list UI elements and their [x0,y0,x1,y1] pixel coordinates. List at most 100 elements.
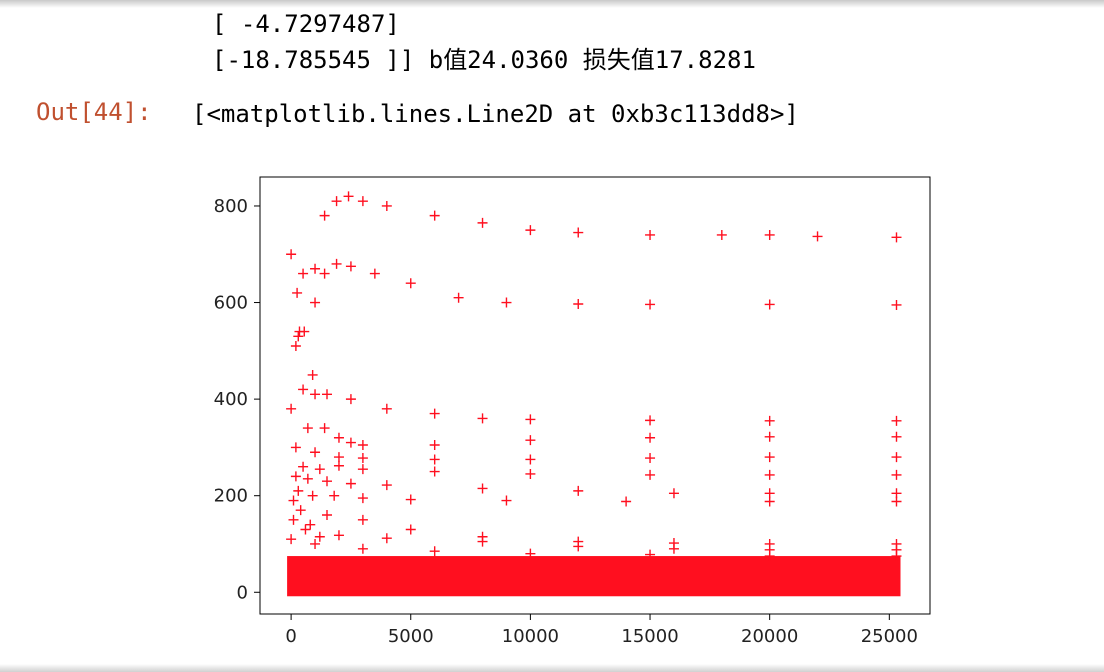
x-tick-label-2: 10000 [502,626,559,647]
marker-s0-p10 [573,227,584,238]
marker-s0-p13 [764,229,775,240]
marker-s9-p1 [295,505,306,516]
marker-s6-p6 [645,469,656,480]
marker-s6-p7 [764,469,775,480]
marker-s11-p5 [645,549,656,560]
marker-s2-p0 [290,341,301,352]
marker-s1-p4 [345,261,356,272]
marker-s0-p11 [645,229,656,240]
marker-s1-p11 [764,299,775,310]
marker-s9-p5 [405,524,416,535]
marker-s9-p2 [305,519,316,530]
marker-s8-p2 [329,490,340,501]
marker-s5-p4 [429,454,440,465]
y-tick-label-1: 200 [214,486,248,507]
marker-s6-p0 [298,461,309,472]
marker-s4-p8 [764,431,775,442]
marker-s4-p4 [357,439,368,450]
marker-s11-p0 [286,534,297,545]
marker-s0-p7 [429,210,440,221]
y-tick-label-3: 600 [214,293,248,314]
marker-s5-p7 [764,452,775,463]
marker-s10-p2 [314,531,325,542]
marker-s0-p12 [716,229,727,240]
marker-s0-p2 [319,210,330,221]
marker-s11-p3 [429,546,440,557]
x-tick-label-3: 15000 [621,626,678,647]
marker-s0-p1 [292,287,303,298]
marker-s4-p0 [302,423,313,434]
marker-s11-p4 [525,548,536,559]
output-prompt: Out[44]: [36,98,152,126]
x-tick-label-4: 20000 [741,626,798,647]
marker-s0-p5 [357,196,368,207]
marker-s10-p5 [477,536,488,547]
marker-s11-p7 [891,551,902,562]
marker-s5-p2 [333,452,344,463]
marker-s2-p3 [310,297,321,308]
marker-s3-p9 [525,414,536,425]
marker-s10-p0 [288,514,299,525]
marker-s10-p4 [381,533,392,544]
marker-s4-p2 [333,432,344,443]
marker-s8-p0 [293,485,304,496]
marker-s1-p1 [310,263,321,274]
marker-s10-p3 [333,530,344,541]
marker-s0-p9 [525,225,536,236]
marker-s7-p3 [345,478,356,489]
marker-s0-p14 [812,231,823,242]
y-tick-label-0: 0 [237,582,248,603]
marker-s5-p0 [290,442,301,453]
cell-stdout: [ -4.7297487] [-18.785545 ]] b值24.0360 损… [212,6,756,78]
marker-s0-p8 [477,217,488,228]
marker-s10-p6 [573,541,584,552]
marker-s2-p4 [293,331,304,342]
x-tick-label-0: 0 [285,626,296,647]
scatter-chart: 0 5000 10000 15000 20000 25000 0 200 400 600 800 [214,176,931,647]
marker-s7-p7 [668,488,679,499]
marker-s1-p10 [645,299,656,310]
marker-s10-p1 [300,524,311,535]
marker-s3-p12 [891,415,902,426]
marker-s6-p5 [525,468,536,479]
marker-s5-p6 [645,453,656,464]
y-tick-label-2: 400 [214,389,248,410]
marker-s3-p6 [381,403,392,414]
marker-s8-p3 [357,493,368,504]
y-tick-label-4: 800 [214,196,248,217]
marker-s1-p7 [453,292,464,303]
marker-s10-p7 [668,543,679,554]
marker-s11-p6 [764,551,775,562]
marker-s7-p2 [322,476,332,487]
marker-s0-p4 [343,191,354,202]
marker-s8-p8 [891,496,902,507]
marker-s8-p4 [405,494,416,505]
marker-s7-p0 [290,471,301,482]
window-bottom-shadow [0,664,1104,672]
window-top-shadow [0,0,1104,8]
marker-s7-p6 [573,485,584,496]
marker-s1-p5 [369,268,380,279]
marker-s4-p5 [429,439,440,450]
marker-s1-p0 [298,268,309,279]
output-repr[interactable]: [<matplotlib.lines.Line2D at 0xb3c113dd8… [192,100,799,128]
marker-s6-p8 [891,469,902,480]
dense-marker-band [287,556,901,597]
marker-s3-p5 [345,394,356,405]
matplotlib-figure: 0 5000 10000 15000 20000 25000 0 200 400 600 800 [190,160,950,664]
marker-s4-p9 [891,431,902,442]
marker-s8-p6 [621,496,632,507]
marker-s7-p4 [381,480,392,491]
marker-s7-p5 [477,483,488,494]
marker-s8-p7 [764,496,775,507]
marker-s6-p3 [357,464,368,475]
marker-s5-p5 [525,454,536,465]
marker-s6-p4 [429,466,440,477]
marker-s3-p3 [310,389,321,400]
marker-s6-p2 [333,460,344,471]
x-tick-label-1: 5000 [388,626,434,647]
marker-s1-p12 [891,299,902,310]
marker-s11-p1 [310,538,321,549]
marker-s3-p2 [307,369,318,380]
marker-s7-p1 [302,473,313,484]
